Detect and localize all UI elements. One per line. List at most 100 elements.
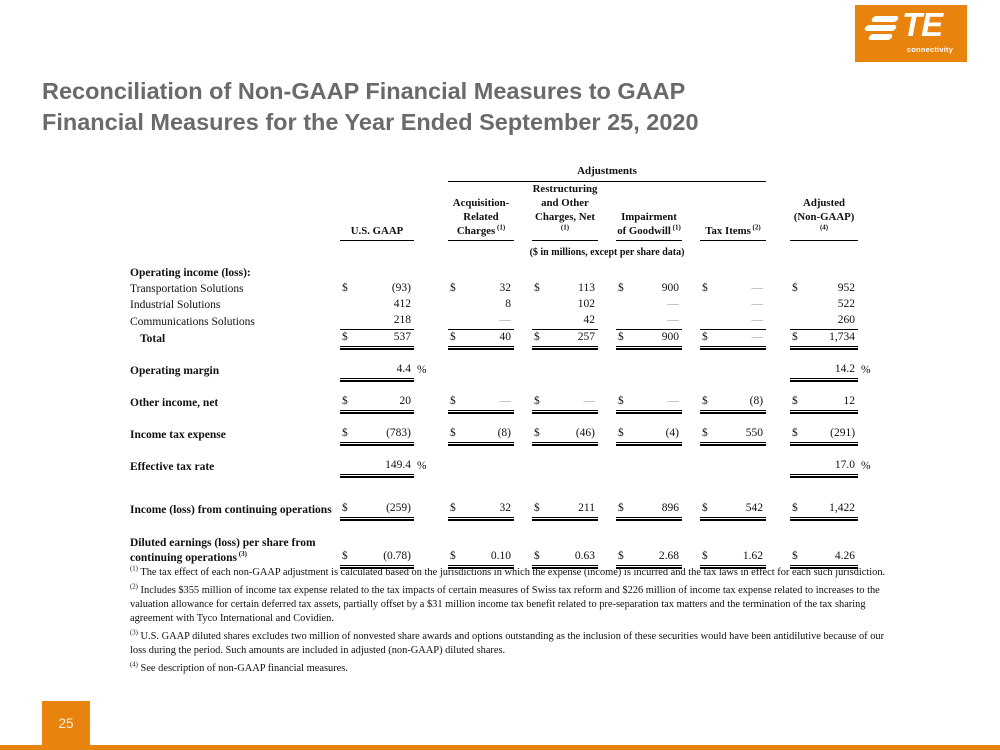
dollar-sign: $ xyxy=(342,550,348,562)
amount-cell: $ (0.78) xyxy=(336,536,414,569)
amount-cell: 14.2 xyxy=(766,362,859,382)
dollar-sign: $ xyxy=(342,427,348,439)
amount-value: 0.63 xyxy=(574,550,595,562)
header-spacer-cell xyxy=(858,182,874,241)
amount-cell: $900 xyxy=(598,330,682,350)
percent-suffix-cell xyxy=(414,426,430,443)
row-label-cell: Other income, net xyxy=(130,394,336,411)
reconciliation-table-wrap: Adjustments U.S. GAAP Acquisition- Related C… xyxy=(130,164,874,569)
amount-cell: 8 xyxy=(430,297,514,313)
amount-value: 952 xyxy=(837,282,856,294)
amount-cell: $211 xyxy=(514,501,598,521)
amount: $0.10 xyxy=(448,549,514,569)
amount: $ (259) xyxy=(340,501,414,521)
column-header: U.S. GAAP xyxy=(340,224,414,241)
column-header-line: Acquisition- xyxy=(452,197,510,209)
dollar-sign: $ xyxy=(534,502,540,514)
row-label: Other income, net xyxy=(130,397,219,409)
amount: $896 xyxy=(616,501,682,521)
em-dash-value: — xyxy=(751,331,764,343)
logo-connectivity-label: connectivity xyxy=(906,45,954,54)
amount: $32 xyxy=(448,501,514,521)
page-number-badge: 25 xyxy=(42,701,90,746)
amount-value: 17.0 xyxy=(834,459,856,471)
table-row: Diluted earnings (loss) per share from co… xyxy=(130,536,874,569)
percent-sign: % xyxy=(861,460,871,472)
row-label: Effective tax rate xyxy=(130,461,215,473)
column-header: Adjusted (Non-GAAP) (4) xyxy=(790,196,859,241)
slide-title-line1: Reconciliation of Non-GAAP Financial Mea… xyxy=(42,78,686,104)
column-header-line: Tax Items (2) xyxy=(700,224,767,241)
amount-value: (259) xyxy=(386,502,411,514)
row-label-cell: Effective tax rate xyxy=(130,458,336,475)
amount-cell: $ — xyxy=(430,394,514,414)
amount: 412 xyxy=(340,297,414,313)
table-row: Communications Solutions 218 — 42 — — 260 xyxy=(130,313,874,330)
column-header-line: Restructuring xyxy=(532,183,598,195)
amount: $ — xyxy=(700,330,767,350)
em-dash-value: — xyxy=(583,395,596,407)
row-label: Industrial Solutions xyxy=(130,299,221,311)
page-number: 25 xyxy=(58,716,74,731)
footnote: (1) The tax effect of each non-GAAP adju… xyxy=(130,565,886,578)
dollar-sign: $ xyxy=(702,502,708,514)
footnote-marker: (1) xyxy=(130,565,138,573)
column-header-cell: U.S. GAAP xyxy=(336,182,414,241)
footnote-marker: (1) xyxy=(670,223,681,232)
dollar-sign: $ xyxy=(450,282,456,294)
table-row: Other income, net $20 $ — $ — $ — $ (8) $12 xyxy=(130,394,874,414)
amount-cell: $12 xyxy=(766,394,859,414)
dollar-sign: $ xyxy=(792,331,798,343)
percent-suffix-cell xyxy=(858,426,874,443)
amount-value: 260 xyxy=(837,314,856,326)
percent-suffix-cell xyxy=(858,536,874,566)
em-dash-value: — xyxy=(667,314,680,326)
table-row: Operating income (loss): xyxy=(130,265,874,281)
footnote: (3) U.S. GAAP diluted shares excludes tw… xyxy=(130,629,885,656)
percent-suffix-cell xyxy=(858,297,874,313)
amount-value: 2.68 xyxy=(658,550,679,562)
header-spacer-cell xyxy=(336,164,414,182)
dollar-sign: $ xyxy=(450,502,456,514)
header-spacer-cell xyxy=(130,241,336,260)
amount-cell: 412 xyxy=(336,297,414,313)
header-spacer-cell xyxy=(858,241,874,260)
amount-cell: $32 xyxy=(430,501,514,521)
amount: 42 xyxy=(532,313,598,330)
header-spacer-cell xyxy=(414,241,430,260)
dollar-sign: $ xyxy=(702,282,708,294)
amount: 102 xyxy=(532,297,598,313)
dollar-sign: $ xyxy=(792,550,798,562)
amount-value: (8) xyxy=(497,427,511,439)
amount: $1,422 xyxy=(790,501,859,521)
amount: $40 xyxy=(448,330,514,350)
amount-cell: $113 xyxy=(514,281,598,297)
table-row: Total $537 $40 $257 $900 $ — $1,734 xyxy=(130,330,874,350)
dollar-sign: $ xyxy=(702,331,708,343)
row-spacer xyxy=(130,379,874,394)
amount: $257 xyxy=(532,330,598,350)
units-note: ($ in millions, except per share data) xyxy=(529,247,685,258)
logo-bar-icon xyxy=(863,25,898,31)
amount-cell: 149.4 xyxy=(336,458,414,478)
amount-cell xyxy=(598,458,682,475)
em-dash-value: — xyxy=(751,298,764,310)
amount-cell: $1.62 xyxy=(682,536,767,569)
amount: $ (4) xyxy=(616,426,682,446)
slide-title: Reconciliation of Non-GAAP Financial Mea… xyxy=(42,76,699,138)
row-spacer xyxy=(130,475,874,501)
amount-value: 4.26 xyxy=(834,550,856,562)
column-header-cell: Impairment of Goodwill (1) xyxy=(598,182,682,241)
footnote-marker: (3) xyxy=(237,550,247,559)
row-label-cell: Income tax expense xyxy=(130,426,336,443)
amount-value: 412 xyxy=(393,298,411,310)
amount-value: (8) xyxy=(749,395,764,407)
row-label-cell: Industrial Solutions xyxy=(130,297,336,313)
amount-cell xyxy=(682,265,766,281)
row-label: Total xyxy=(140,333,166,345)
dollar-sign: $ xyxy=(342,282,348,294)
slide-title-line2: Financial Measures for the Year Ended Se… xyxy=(42,109,699,135)
percent-suffix-cell xyxy=(858,394,874,411)
dollar-sign: $ xyxy=(702,550,708,562)
